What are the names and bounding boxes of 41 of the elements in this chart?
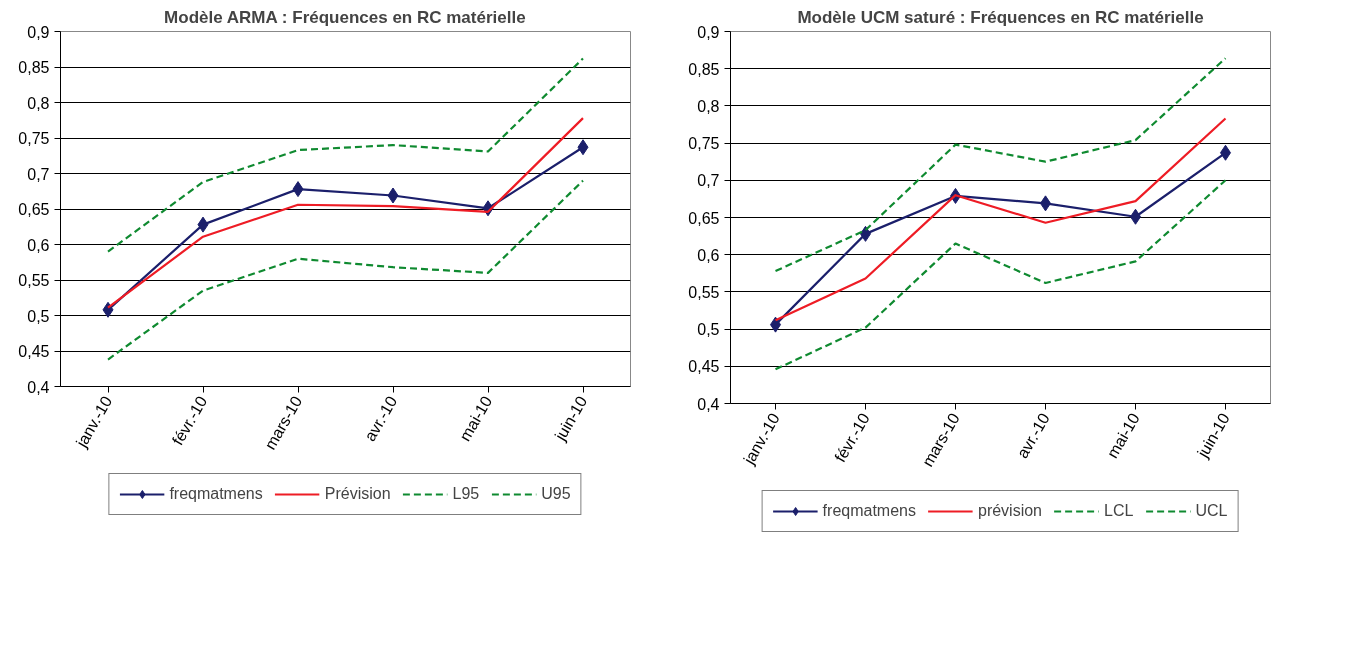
chart-title: Modèle ARMA : Fréquences en RC matérielle (164, 7, 526, 27)
y-tick-label: 0,7 (27, 165, 50, 183)
legend-label: UCL (1195, 502, 1228, 520)
legend-label: LCL (1104, 502, 1134, 520)
y-tick-label: 0,8 (27, 94, 50, 112)
legend-label: prévision (977, 502, 1043, 520)
line-series (106, 57, 585, 253)
point (197, 216, 209, 233)
point (292, 181, 304, 198)
y-tick-label: 0,65 (18, 201, 50, 218)
legend-label: Prévision (324, 485, 391, 503)
y-tick-label: 0,4 (697, 395, 720, 413)
y-tick-label: 0,7 (697, 172, 720, 190)
y-tick-label: 0,55 (688, 283, 720, 301)
line-series (106, 179, 585, 361)
y-tick-label: 0,85 (688, 60, 720, 78)
y-tick-label: 0,5 (697, 321, 720, 339)
y-tick-label: 0,9 (27, 23, 50, 41)
legend-label: freqmatmens (169, 485, 263, 503)
line-series (774, 57, 1227, 273)
y-tick-label: 0,75 (18, 130, 50, 147)
chart-title: Modèle UCM saturé : Fréquences en RC matérielle (797, 7, 1204, 27)
y-tick-label: 0,6 (27, 236, 50, 254)
y-tick-label: 0,6 (697, 246, 720, 264)
legend-label: U95 (541, 485, 571, 503)
point (577, 139, 589, 156)
legend-label: freqmatmens (822, 502, 916, 520)
y-tick-label: 0,9 (697, 23, 720, 41)
y-tick-label: 0,45 (688, 358, 720, 376)
y-tick-label: 0,8 (697, 97, 720, 115)
y-tick-label: 0,65 (688, 209, 720, 227)
y-tick-label: 0,5 (27, 307, 50, 325)
y-tick-label: 0,75 (688, 135, 720, 153)
y-tick-label: 0,4 (27, 378, 50, 396)
y-tick-label: 0,45 (18, 343, 50, 360)
y-tick-label: 0,55 (18, 272, 50, 289)
line-series (774, 179, 1227, 371)
legend-label: L95 (452, 485, 480, 503)
y-tick-label: 0,85 (18, 59, 50, 76)
point (387, 187, 399, 204)
point (102, 301, 114, 318)
